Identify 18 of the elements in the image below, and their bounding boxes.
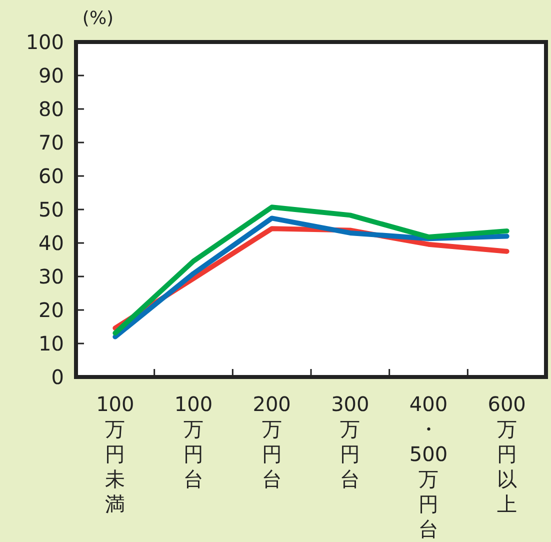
x-tick-label: 100万円台 xyxy=(174,392,213,491)
y-tick-label: 30 xyxy=(38,264,64,288)
y-tick-label: 10 xyxy=(38,332,64,356)
y-tick-label: 100 xyxy=(26,30,64,54)
x-tick-label: 200万円台 xyxy=(252,392,291,491)
y-tick-label: 90 xyxy=(38,64,64,88)
x-tick-label: 300万円台 xyxy=(331,392,370,491)
y-tick-label: 70 xyxy=(38,130,64,154)
y-tick-label: 20 xyxy=(38,298,64,322)
y-axis-title: (%) xyxy=(82,8,114,29)
y-tick-label: 50 xyxy=(38,198,64,222)
y-tick-label: 60 xyxy=(38,164,64,188)
y-tick-label: 40 xyxy=(38,231,64,255)
x-tick-label: 600万円以上 xyxy=(488,392,526,516)
x-tick-label: 400・500万円台 xyxy=(409,392,448,541)
y-tick-label: 80 xyxy=(38,97,64,121)
y-tick-label: 0 xyxy=(51,365,64,389)
x-tick-label: 100万円未満 xyxy=(96,392,134,516)
